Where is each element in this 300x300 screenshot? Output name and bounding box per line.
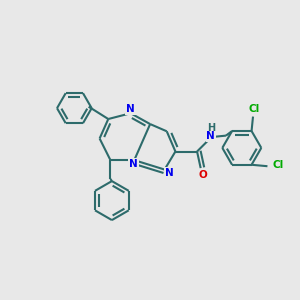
- Text: O: O: [199, 169, 207, 180]
- Text: H: H: [207, 123, 215, 134]
- Text: N: N: [126, 104, 135, 114]
- Text: N: N: [164, 168, 173, 178]
- Text: N: N: [206, 131, 215, 141]
- Text: Cl: Cl: [248, 104, 260, 114]
- Text: Cl: Cl: [273, 160, 284, 170]
- Text: N: N: [129, 159, 138, 169]
